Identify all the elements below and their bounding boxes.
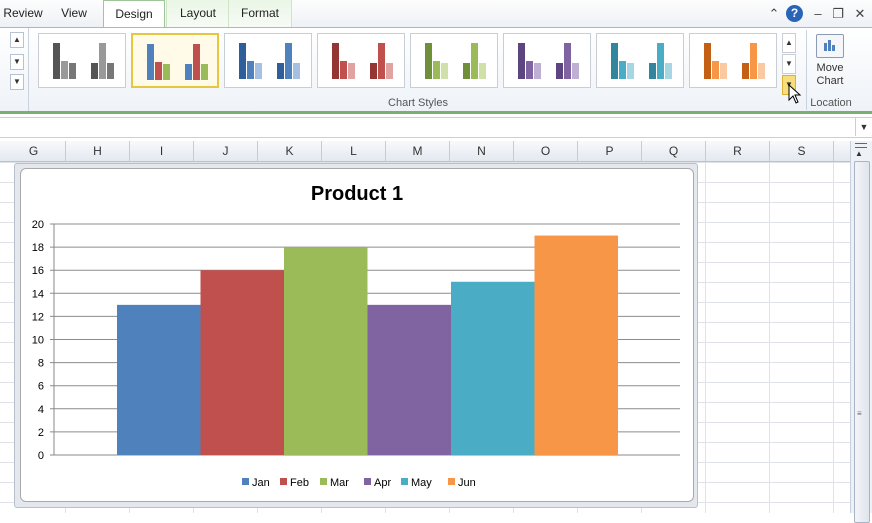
y-tick-label: 4 xyxy=(38,404,44,416)
column-header-k[interactable]: K xyxy=(258,141,322,161)
legend-label-jan[interactable]: Jan xyxy=(252,477,270,489)
legend-swatch-feb xyxy=(280,478,287,485)
ribbon-bottom-border xyxy=(0,111,872,114)
chart-style-preview-icon xyxy=(239,43,300,79)
window-minimize-icon[interactable]: – xyxy=(814,6,822,21)
chart-svg: Product 1 0 2 4 6 8 10 12 14 16 18 20 Jan Feb Mar Apr… xyxy=(32,183,680,489)
column-header-m[interactable]: M xyxy=(386,141,450,161)
help-icon[interactable]: ? xyxy=(786,5,803,22)
chart-style-preview-icon xyxy=(611,43,672,79)
column-header-l[interactable]: L xyxy=(322,141,386,161)
column-header-i[interactable]: I xyxy=(130,141,194,161)
bar-jun[interactable] xyxy=(534,235,619,455)
split-box-icon[interactable] xyxy=(855,143,867,148)
tab-design[interactable]: Design xyxy=(103,0,165,28)
tab-format[interactable]: Format xyxy=(228,0,292,27)
column-gridline xyxy=(769,162,770,513)
chart-title[interactable]: Product 1 xyxy=(311,183,403,205)
chart-style-red[interactable] xyxy=(317,33,405,88)
gallery-up-icon[interactable]: ▲ xyxy=(782,33,796,53)
minimize-ribbon-icon[interactable]: ⌃ xyxy=(768,6,780,21)
chart-style-preview-icon xyxy=(704,43,765,79)
chart-style-preview-icon xyxy=(425,43,486,79)
formula-bar[interactable]: ▼ xyxy=(0,117,872,138)
more-icon[interactable]: ▼ xyxy=(10,74,24,90)
scroll-up-arrow-icon[interactable]: ▲ xyxy=(855,149,863,158)
chart-style-teal[interactable] xyxy=(596,33,684,88)
vertical-scrollbar[interactable]: ▲ xyxy=(850,141,872,523)
legend-swatch-mar xyxy=(320,478,327,485)
window-restore-icon[interactable]: ❐ xyxy=(832,6,844,21)
chart-style-multicolor[interactable] xyxy=(131,33,219,88)
bar-jan[interactable] xyxy=(117,304,201,455)
column-header-r[interactable]: R xyxy=(706,141,770,161)
ribbon-tab-row: Review View Design Layout Format ⌃ ? – ❐… xyxy=(0,0,872,28)
tab-review[interactable]: Review xyxy=(3,6,43,20)
chart-style-gray[interactable] xyxy=(38,33,126,88)
bar-feb[interactable] xyxy=(200,270,285,455)
chart-style-preview-icon xyxy=(518,43,579,79)
y-tick-label: 0 xyxy=(38,450,44,462)
legend-swatch-may xyxy=(401,478,408,485)
chart-style-preview-icon xyxy=(53,43,114,79)
y-tick-label: 14 xyxy=(32,288,44,300)
tab-view[interactable]: View xyxy=(61,6,87,20)
bar-apr[interactable] xyxy=(367,304,452,455)
bar-mar[interactable] xyxy=(284,247,368,455)
column-gridline xyxy=(833,162,834,513)
move-chart-label: Move Chart xyxy=(816,62,844,87)
chart-layouts-scroll: ▲ ▼ ▼ xyxy=(0,28,29,112)
column-header-o[interactable]: O xyxy=(514,141,578,161)
legend-label-feb[interactable]: Feb xyxy=(290,477,309,489)
scroll-down-icon[interactable]: ▼ xyxy=(10,54,24,70)
chart-style-purple[interactable] xyxy=(503,33,591,88)
legend-swatch-apr xyxy=(364,478,371,485)
chart-styles-gallery xyxy=(38,33,782,91)
tab-layout[interactable]: Layout xyxy=(166,0,229,27)
scroll-up-icon[interactable]: ▲ xyxy=(10,32,24,48)
move-chart-button[interactable]: Move Chart xyxy=(810,34,850,94)
chart-style-blue[interactable] xyxy=(224,33,312,88)
location-group-label: Location xyxy=(810,97,852,109)
mouse-cursor-icon xyxy=(788,84,802,104)
window-close-icon[interactable]: ✕ xyxy=(854,6,866,21)
expand-formula-bar-icon[interactable]: ▼ xyxy=(855,118,872,136)
column-header-h[interactable]: H xyxy=(66,141,130,161)
column-header-g[interactable]: G xyxy=(2,141,66,161)
column-header-j[interactable]: J xyxy=(194,141,258,161)
legend-label-may[interactable]: May xyxy=(411,477,432,489)
column-header-q[interactable]: Q xyxy=(642,141,706,161)
chart-style-preview-icon xyxy=(147,44,208,80)
chart-style-green[interactable] xyxy=(410,33,498,88)
legend-swatch-jan xyxy=(242,478,249,485)
gallery-down-icon[interactable]: ▼ xyxy=(782,54,796,74)
scroll-grip-icon: ≡ xyxy=(857,409,862,418)
legend-label-mar[interactable]: Mar xyxy=(330,477,349,489)
y-tick-label: 6 xyxy=(38,381,44,393)
chart-style-orange[interactable] xyxy=(689,33,777,88)
ribbon-design-panel: ▲ ▼ ▼ ▲ ▼ ▼ Chart Styles Move Chart Loca… xyxy=(0,27,872,113)
y-tick-label: 12 xyxy=(32,311,44,323)
group-divider xyxy=(806,30,807,110)
y-tick-label: 2 xyxy=(38,427,44,439)
legend-swatch-jun xyxy=(448,478,455,485)
y-tick-label: 20 xyxy=(32,219,44,231)
move-chart-icon xyxy=(816,34,844,58)
y-tick-label: 16 xyxy=(32,265,44,277)
column-header-s[interactable]: S xyxy=(770,141,834,161)
column-header-n[interactable]: N xyxy=(450,141,514,161)
bar-may[interactable] xyxy=(451,281,535,455)
column-header-p[interactable]: P xyxy=(578,141,642,161)
y-tick-label: 10 xyxy=(32,335,44,347)
scroll-thumb[interactable] xyxy=(854,161,870,523)
legend-label-apr[interactable]: Apr xyxy=(374,477,391,489)
chart-style-preview-icon xyxy=(332,43,393,79)
chart-styles-group-label: Chart Styles xyxy=(388,97,448,109)
legend-label-jun[interactable]: Jun xyxy=(458,477,476,489)
y-tick-label: 8 xyxy=(38,358,44,370)
y-tick-label: 18 xyxy=(32,242,44,254)
column-gridline xyxy=(705,162,706,513)
